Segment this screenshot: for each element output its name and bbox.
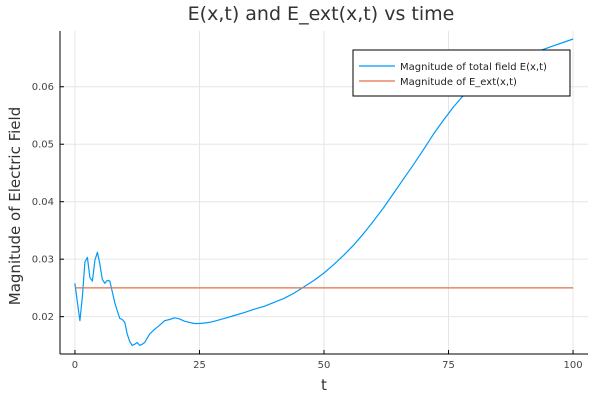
x-tick-label: 50 xyxy=(318,360,331,371)
series-layer xyxy=(74,38,574,346)
x-tick-label: 25 xyxy=(193,360,206,371)
y-ticks: 0.02 0.03 0.04 0.05 0.06 xyxy=(32,82,64,323)
series-total-field-line xyxy=(74,38,574,346)
legend: Magnitude of total field E(x,t) Magnitud… xyxy=(352,49,571,97)
legend-label-external-field: Magnitude of E_ext(x,t) xyxy=(400,77,517,88)
x-tick-label: 100 xyxy=(564,360,583,371)
legend-box xyxy=(352,49,571,97)
y-tick-label: 0.02 xyxy=(32,312,54,323)
y-tick-label: 0.04 xyxy=(32,197,54,208)
legend-label-total-field: Magnitude of total field E(x,t) xyxy=(400,62,547,73)
y-tick-label: 0.06 xyxy=(32,82,54,93)
chart-title: E(x,t) and E_ext(x,t) vs time xyxy=(188,3,455,25)
x-ticks: 0 25 50 75 100 xyxy=(72,350,583,371)
y-tick-label: 0.05 xyxy=(32,140,54,151)
y-axis-label: Magnitude of Electric Field xyxy=(6,107,24,305)
x-tick-label: 0 xyxy=(72,360,78,371)
x-tick-label: 75 xyxy=(442,360,455,371)
y-tick-label: 0.03 xyxy=(32,255,54,266)
x-axis-label: t xyxy=(321,376,327,394)
